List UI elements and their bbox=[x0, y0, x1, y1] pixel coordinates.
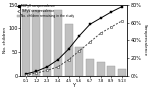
Bar bbox=[43, 9, 51, 76]
Legend: MCPyV seroprevalence, TSPyV seroprevalence, No. children remaining in the study: MCPyV seroprevalence, TSPyV seroprevalen… bbox=[16, 4, 75, 18]
Bar bbox=[118, 69, 126, 76]
Bar bbox=[32, 9, 40, 76]
Bar bbox=[86, 59, 94, 76]
Bar bbox=[97, 62, 105, 76]
Bar bbox=[75, 47, 83, 76]
Bar bbox=[22, 9, 30, 76]
Y-axis label: No. children: No. children bbox=[3, 27, 7, 53]
X-axis label: Y: Y bbox=[72, 83, 75, 88]
Bar bbox=[64, 24, 73, 76]
Bar bbox=[54, 9, 62, 76]
Y-axis label: Seroprevalence: Seroprevalence bbox=[143, 24, 147, 56]
Bar bbox=[107, 66, 116, 76]
